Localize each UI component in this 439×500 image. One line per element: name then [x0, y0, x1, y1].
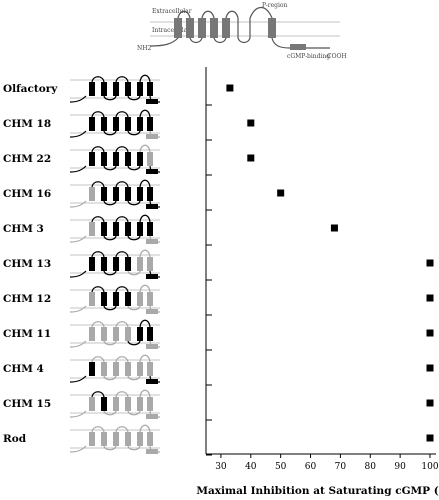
- schematic-backbone: [149, 6, 330, 49]
- schematic-s1: [174, 18, 182, 38]
- data-points: [226, 84, 434, 442]
- chimera-diagram-chm-11: [69, 319, 161, 349]
- category-label-chm-13: CHM 13: [3, 258, 51, 270]
- schematic-s6: [268, 18, 276, 38]
- schematic-s2: [186, 18, 194, 38]
- chimera-diagram-chm-12: [69, 284, 161, 314]
- category-label-chm-12: CHM 12: [3, 293, 51, 305]
- chimera-diagram-chm-22: [69, 144, 161, 174]
- data-point-chm-22: [247, 154, 255, 162]
- schematic-binding-domain: [290, 44, 306, 50]
- extracellular-label: Extracellular: [152, 8, 192, 15]
- x-ticks: 30 40 50 60 70 80 90 100: [215, 454, 439, 472]
- x-tick-label-80: 80: [365, 462, 377, 472]
- category-label-chm-11: CHM 11: [3, 328, 51, 340]
- data-point-chm-11: [426, 329, 434, 337]
- chimera-diagram-olfactory: [69, 74, 161, 104]
- schematic-s4: [210, 18, 218, 38]
- schematic-s3: [198, 18, 206, 38]
- x-tick-label-40: 40: [245, 462, 257, 472]
- category-label-rod: Rod: [3, 433, 27, 445]
- category-label-chm-3: CHM 3: [3, 223, 44, 235]
- data-point-chm-3: [330, 224, 338, 232]
- pore-label: P-region: [262, 2, 288, 9]
- data-point-olfactory: [226, 84, 234, 92]
- binding-label: cGMP-binding: [287, 53, 330, 60]
- chimera-diagram-chm-15: [69, 389, 161, 419]
- chimera-diagram-rod: [69, 424, 161, 454]
- chimera-diagram-chm-16: [69, 179, 161, 209]
- x-tick-label-30: 30: [215, 462, 227, 472]
- x-tick-label-90: 90: [394, 462, 406, 472]
- data-point-chm-16: [277, 189, 285, 197]
- data-point-chm-18: [247, 119, 255, 127]
- category-rows: Olfactory CHM 18 CHM 22 CHM 16 CHM 3 CHM 13 CH…: [3, 74, 161, 454]
- chimera-diagram-chm-18: [69, 109, 161, 139]
- data-point-rod: [426, 434, 434, 442]
- channel-topology-schematic: Extracellular Intracellular P-region NH2…: [137, 2, 347, 60]
- category-label-chm-18: CHM 18: [3, 118, 51, 130]
- y-ticks: [206, 104, 212, 456]
- category-label-chm-4: CHM 4: [3, 363, 44, 375]
- x-axis-label: Maximal Inhibition at Saturating cGMP (%…: [196, 485, 439, 497]
- data-point-chm-13: [426, 259, 434, 267]
- x-tick-label-60: 60: [305, 462, 317, 472]
- data-point-chm-4: [426, 364, 434, 372]
- chimera-diagram-chm-4: [69, 354, 161, 384]
- category-label-chm-16: CHM 16: [3, 188, 51, 200]
- category-label-chm-15: CHM 15: [3, 398, 51, 410]
- chimera-diagram-chm-13: [69, 249, 161, 279]
- category-label-olfactory: Olfactory: [3, 83, 58, 95]
- schematic-s5: [222, 18, 230, 38]
- chimera-diagram-chm-3: [69, 214, 161, 244]
- category-label-chm-22: CHM 22: [3, 153, 51, 165]
- nterm-label: NH2: [137, 45, 151, 52]
- data-point-chm-15: [426, 399, 434, 407]
- x-tick-label-100: 100: [421, 462, 438, 472]
- x-tick-label-50: 50: [275, 462, 287, 472]
- x-tick-label-70: 70: [335, 462, 347, 472]
- data-point-chm-12: [426, 294, 434, 302]
- intracellular-label: Intracellular: [152, 27, 190, 34]
- cterm-label: COOH: [327, 53, 347, 60]
